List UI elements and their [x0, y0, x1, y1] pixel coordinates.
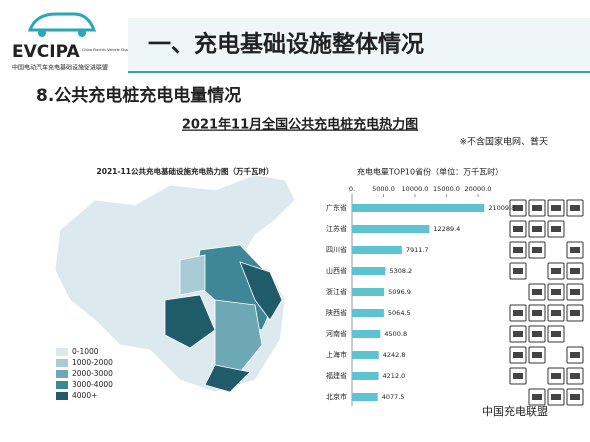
vehicle-icon-body — [513, 247, 523, 253]
map-legend: 0-1000 1000-2000 2000-3000 3000-4000 4000+ — [56, 347, 113, 400]
vehicle-icon-body — [532, 352, 542, 358]
bar — [352, 267, 386, 275]
vehicle-icon-body — [532, 394, 542, 400]
vehicle-icon-body — [551, 373, 561, 379]
value-label: 4077.5 — [382, 393, 405, 401]
y-tick-label: 浙江省 — [326, 287, 347, 296]
y-tick-label: 北京市 — [326, 392, 347, 401]
subtitle: 2021年11月全国公共充电桩充电热力图 — [182, 117, 418, 133]
y-tick-label: 福建省 — [326, 371, 347, 380]
y-tick-label: 广东省 — [326, 203, 347, 212]
value-label: 5064.5 — [388, 309, 411, 317]
bar — [352, 288, 385, 296]
note: ※不含国家电网、普天 — [459, 136, 548, 148]
x-tick-label: 20000.0 — [465, 185, 492, 193]
vehicle-icon-body — [551, 331, 561, 337]
legend-label: 4000+ — [72, 391, 97, 400]
x-tick-label: 5000.0 — [372, 185, 395, 193]
icons — [509, 199, 584, 406]
legend-swatch — [56, 381, 68, 389]
legend-label: 1000-2000 — [72, 358, 113, 367]
bar — [352, 225, 430, 233]
section-title: 8.公共充电桩充电电量情况 — [36, 85, 241, 106]
value-label: 5096.9 — [388, 288, 411, 296]
map — [54, 174, 296, 393]
x-tick-label: 10000.0 — [402, 185, 429, 193]
map-region — [179, 254, 206, 296]
x-tick-label: 0. — [349, 185, 355, 193]
logo-wheel — [78, 29, 86, 37]
vehicle-icon-body — [570, 373, 580, 379]
vehicle-icon-body — [513, 268, 523, 274]
logo-car — [27, 12, 97, 32]
logo-wheel — [38, 29, 46, 37]
map-title: 2021-11公共充电基础设施充电热力图（万千瓦时） — [97, 166, 274, 176]
y-tick-label: 河南省 — [326, 329, 347, 338]
vehicle-icon-body — [551, 268, 561, 274]
legend-label: 2000-3000 — [72, 369, 113, 378]
legend-swatch — [56, 348, 68, 356]
vehicle-icon-body — [570, 289, 580, 295]
vehicle-icon-body — [513, 331, 523, 337]
value-label: 7911.7 — [406, 246, 429, 254]
y-tick-label: 山西省 — [326, 266, 347, 275]
vehicle-icon-body — [513, 373, 523, 379]
vehicle-icon-body — [532, 310, 542, 316]
vehicle-icon-body — [532, 226, 542, 232]
vehicle-icon-body — [570, 310, 580, 316]
map-region — [164, 294, 216, 349]
chart-title: 充电电量TOP10省份（单位：万千瓦时） — [357, 167, 503, 177]
value-label: 4242.8 — [383, 351, 406, 359]
y-tick-label: 江苏省 — [326, 224, 347, 233]
bar — [352, 372, 379, 380]
vehicle-icon-body — [570, 394, 580, 400]
vehicle-icon-body — [551, 394, 561, 400]
bar — [352, 246, 402, 254]
legend-swatch — [56, 370, 68, 378]
logo-text: EVCIPA — [12, 42, 80, 62]
legend-swatch — [56, 359, 68, 367]
vehicle-icon-body — [532, 247, 542, 253]
y-tick-label: 上海市 — [326, 350, 347, 359]
title-band — [128, 18, 590, 70]
bar — [352, 393, 378, 401]
vehicle-icon-body — [532, 205, 542, 211]
vehicle-icon-body — [570, 268, 580, 274]
vehicle-icon-body — [513, 205, 523, 211]
vehicle-icon-body — [551, 310, 561, 316]
value-label: 4212.0 — [383, 372, 406, 380]
map-region — [214, 299, 263, 373]
vehicle-icon-body — [570, 205, 580, 211]
vehicle-icon-body — [532, 289, 542, 295]
value-label: 4500.8 — [384, 330, 407, 338]
bar — [352, 330, 381, 338]
bar — [352, 204, 485, 212]
vehicle-icon-body — [513, 310, 523, 316]
vehicle-icon-body — [513, 226, 523, 232]
value-label: 12289.4 — [433, 225, 460, 233]
vehicle-icon-body — [570, 247, 580, 253]
vehicle-icon-body — [513, 352, 523, 358]
logo-cn: 中国电动汽车充电基础设施促进联盟 — [12, 64, 108, 72]
map-region — [239, 261, 283, 321]
slide-title: 一、充电基础设施整体情况 — [148, 31, 424, 58]
value-label: 21009.8 — [488, 204, 515, 212]
bar — [352, 351, 379, 359]
vehicle-icon-body — [551, 289, 561, 295]
y-tick-label: 陕西省 — [326, 308, 347, 317]
map-region — [204, 364, 251, 393]
vehicle-icon-body — [551, 226, 561, 232]
legend-swatch — [56, 392, 68, 400]
watermark: 中国充电联盟 — [482, 404, 548, 418]
vehicle-icon-body — [570, 352, 580, 358]
value-label: 5308.2 — [389, 267, 412, 275]
vehicle-icon-body — [551, 205, 561, 211]
y-tick-label: 四川省 — [326, 245, 347, 254]
vehicle-icon-body — [532, 331, 542, 337]
bar — [352, 309, 384, 317]
x-tick-label: 15000.0 — [433, 185, 460, 193]
legend-label: 3000-4000 — [72, 380, 113, 389]
legend-label: 0-1000 — [72, 347, 99, 356]
